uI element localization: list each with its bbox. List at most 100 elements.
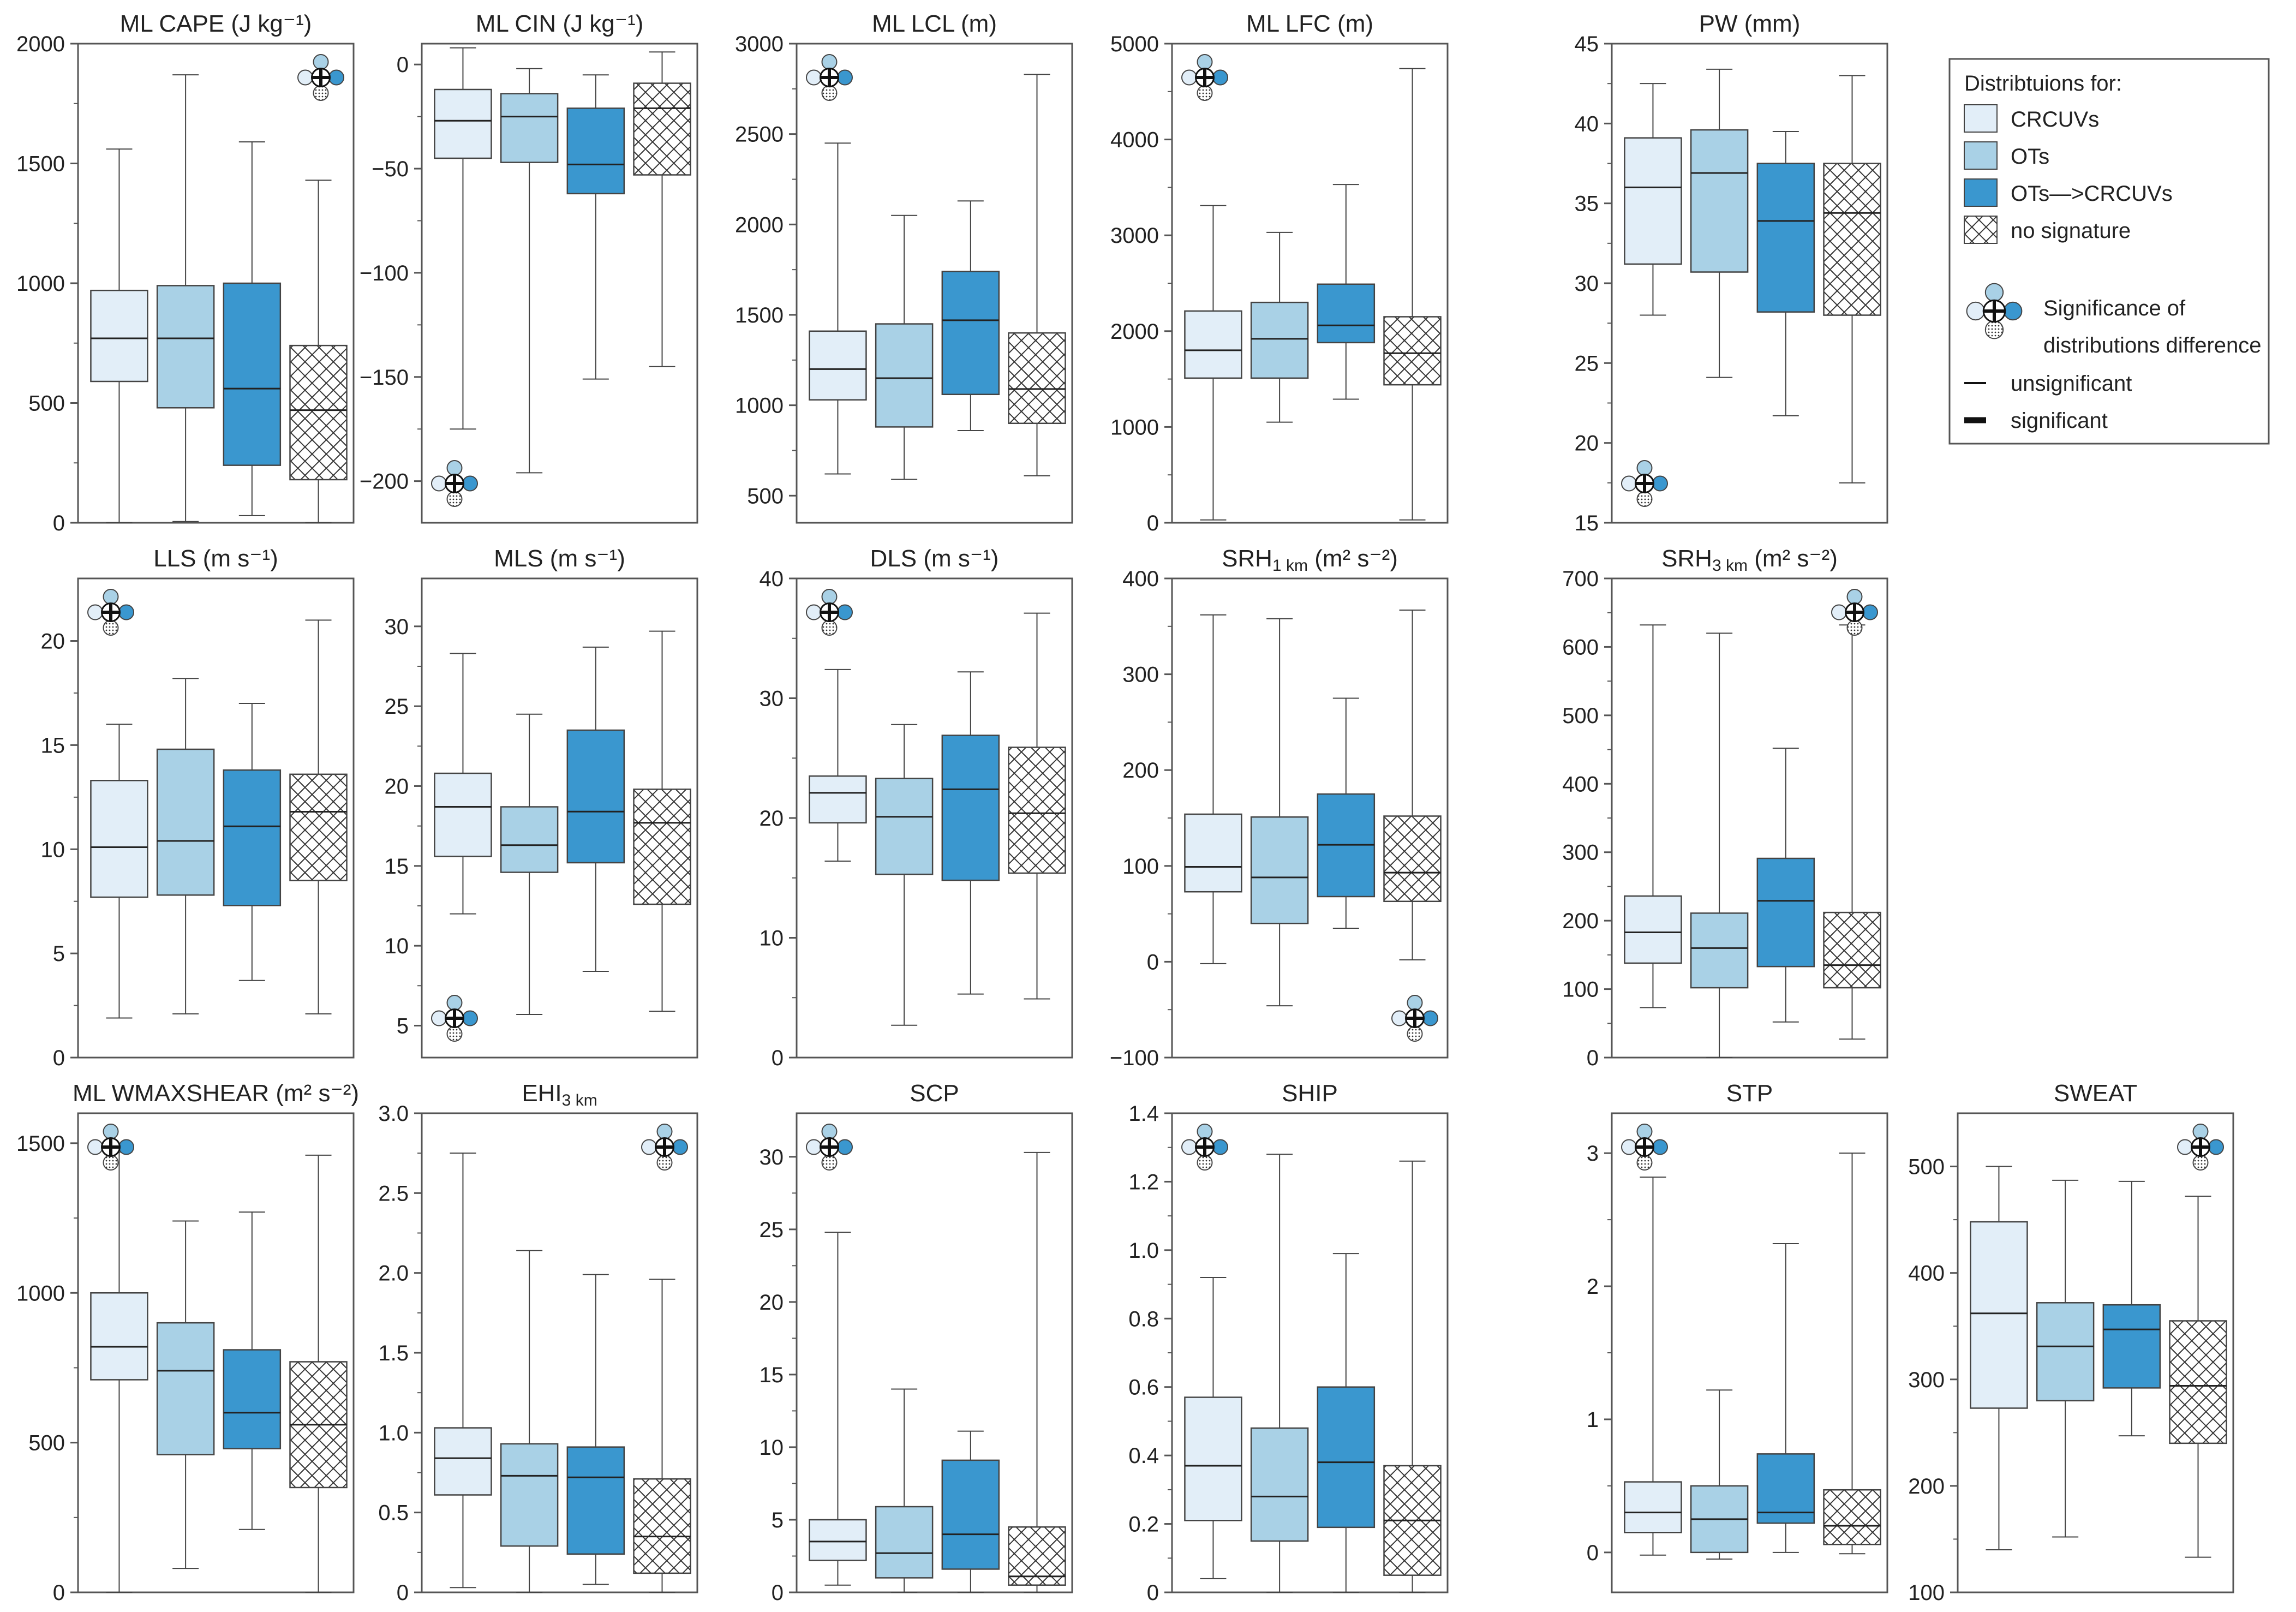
box-ot-to-crcuv — [566, 74, 625, 380]
legend-title: Distribtuions for: — [1964, 71, 2122, 95]
box-iqr — [1690, 912, 1749, 989]
icon-bottom-circle — [446, 1026, 463, 1042]
box-ot — [1690, 68, 1749, 378]
box-ot — [1250, 1154, 1309, 1593]
y-tick-label: 0 — [1147, 1581, 1159, 1605]
box-ot-to-crcuv — [1756, 130, 1815, 416]
box-iqr — [1823, 163, 1881, 316]
significance-icon — [1391, 995, 1438, 1042]
y-tick-label: 10 — [41, 838, 65, 862]
icon-bottom-circle — [103, 1155, 119, 1171]
y-tick-label: 0 — [1147, 950, 1159, 974]
y-tick-label: 2.0 — [378, 1262, 409, 1286]
panel-sweat: SWEAT 100 200 300 400 500 — [1908, 1080, 2234, 1605]
icon-top-circle — [313, 54, 329, 70]
box-ot-to-crcuv — [1317, 184, 1376, 400]
y-tick-label: 500 — [1908, 1155, 1945, 1179]
panel-lls: LLS (m s⁻¹) 0 5 10 15 20 — [41, 545, 355, 1070]
box-iqr — [566, 729, 625, 864]
panel-ehi3: EHI3 km 0 0.5 1.0 1.5 2.0 2.5 3.0 — [378, 1080, 698, 1605]
legend-significance-line1: Significance of — [2043, 296, 2186, 320]
y-tick-label: 1.0 — [378, 1421, 409, 1445]
y-tick-label: 0.6 — [1128, 1376, 1159, 1400]
significance-icon — [87, 1124, 134, 1171]
box-iqr — [156, 748, 215, 896]
box-no-signature — [1823, 1153, 1881, 1555]
y-tick-label: 300 — [1122, 663, 1159, 687]
y-tick-label: 0 — [53, 1046, 65, 1070]
y-tick-label: 2000 — [735, 213, 784, 237]
panel-title: LLS (m s⁻¹) — [153, 545, 278, 572]
significance-icon — [87, 589, 134, 636]
box-iqr — [633, 1478, 691, 1574]
box-crcuv — [1624, 624, 1682, 1008]
y-tick-label: 200 — [1122, 759, 1159, 783]
significance-icon — [1966, 283, 2023, 339]
legend-swatch-no-signature — [1964, 216, 1998, 244]
box-iqr — [1970, 1221, 2028, 1409]
y-tick-label: 1500 — [16, 1132, 65, 1156]
box-ot-to-crcuv — [223, 141, 282, 516]
y-tick-label: 1.5 — [378, 1341, 409, 1365]
y-tick-label: 0 — [53, 511, 65, 535]
icon-top-circle — [2192, 1124, 2209, 1139]
box-iqr — [289, 344, 348, 481]
box-iqr — [1823, 1489, 1881, 1545]
panel-stp: STP 0 1 2 3 — [1587, 1080, 1888, 1593]
y-tick-label: 500 — [1562, 704, 1599, 728]
y-tick-label: 20 — [1575, 432, 1599, 456]
panel-title: STP — [1726, 1080, 1773, 1107]
icon-bottom-circle — [313, 85, 329, 101]
icon-left-circle — [2177, 1139, 2193, 1155]
y-tick-label: 25 — [385, 695, 409, 719]
panel-title: ML CAPE (J kg⁻¹) — [120, 10, 312, 37]
icon-right-circle — [1422, 1010, 1438, 1026]
box-iqr — [633, 82, 691, 176]
plot-frame — [1171, 43, 1449, 524]
box-iqr — [90, 1292, 148, 1381]
y-tick-label: 0.2 — [1128, 1513, 1159, 1537]
box-ot-to-crcuv — [2102, 1180, 2161, 1437]
icon-left-circle — [87, 604, 103, 620]
box-iqr — [809, 330, 867, 401]
panel-title: SCP — [910, 1080, 959, 1107]
y-tick-label: 500 — [28, 392, 65, 416]
icon-top-circle — [1846, 589, 1863, 605]
y-tick-label: 1000 — [1110, 415, 1159, 439]
y-tick-label: 40 — [1575, 112, 1599, 136]
box-iqr — [1184, 813, 1242, 893]
y-tick-label: 25 — [1575, 351, 1599, 375]
icon-left-circle — [1621, 475, 1637, 492]
y-tick-label: 2500 — [735, 123, 784, 147]
icon-left-circle — [806, 604, 822, 620]
icon-right-circle — [1652, 1139, 1668, 1155]
y-tick-label: 0 — [1587, 1046, 1599, 1070]
icon-bottom-circle — [1636, 491, 1653, 507]
box-iqr — [2102, 1304, 2161, 1389]
icon-bottom-circle — [1984, 320, 2004, 339]
y-tick-label: −50 — [372, 157, 409, 181]
y-tick-label: −100 — [360, 261, 409, 285]
box-iqr — [1383, 316, 1442, 386]
icon-top-circle — [446, 460, 463, 476]
box-iqr — [875, 778, 934, 875]
y-tick-label: 5 — [53, 942, 65, 966]
icon-bottom-circle — [446, 491, 463, 507]
y-tick-label: 30 — [760, 1145, 784, 1169]
y-tick-label: 3000 — [1110, 224, 1159, 248]
y-tick-label: 1 — [1587, 1408, 1599, 1432]
icon-top-circle — [103, 1124, 119, 1139]
y-tick-label: 1500 — [16, 152, 65, 176]
y-tick-label: 30 — [760, 687, 784, 711]
icon-top-circle — [821, 589, 838, 605]
y-tick-label: 0.5 — [378, 1501, 409, 1525]
box-iqr — [875, 1506, 934, 1579]
panel-srh3: SRH3 km (m² s⁻²) 0 100 200 300 400 500 600 700 — [1562, 545, 1888, 1070]
box-ot — [1250, 618, 1309, 1007]
panel-title: SHIP — [1282, 1080, 1338, 1107]
box-iqr — [1624, 895, 1682, 964]
box-iqr — [500, 1443, 559, 1547]
icon-left-circle — [1391, 1010, 1407, 1026]
box-iqr — [223, 1349, 282, 1449]
y-tick-label: 10 — [760, 927, 784, 951]
